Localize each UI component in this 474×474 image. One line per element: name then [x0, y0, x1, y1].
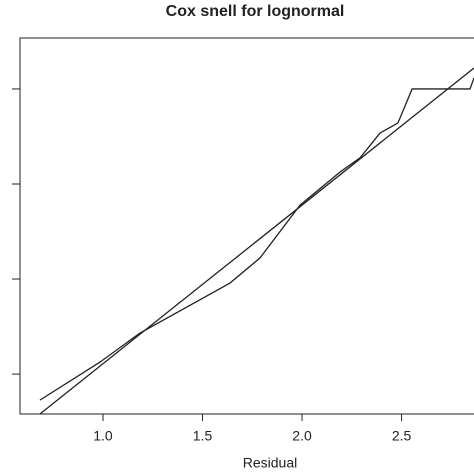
chart-title: Cox snell for lognormal	[166, 3, 345, 20]
x-tick-label: 1.0	[93, 428, 113, 444]
x-axis-label: Residual	[243, 455, 297, 471]
line	[39, 67, 474, 414]
plot-frame	[19, 37, 474, 415]
x-tick-label: 1.5	[193, 428, 213, 444]
x-tick-label: 2.5	[392, 428, 412, 444]
plot-area	[39, 67, 474, 414]
line	[39, 77, 474, 401]
x-tick-label: 2.0	[292, 428, 312, 444]
